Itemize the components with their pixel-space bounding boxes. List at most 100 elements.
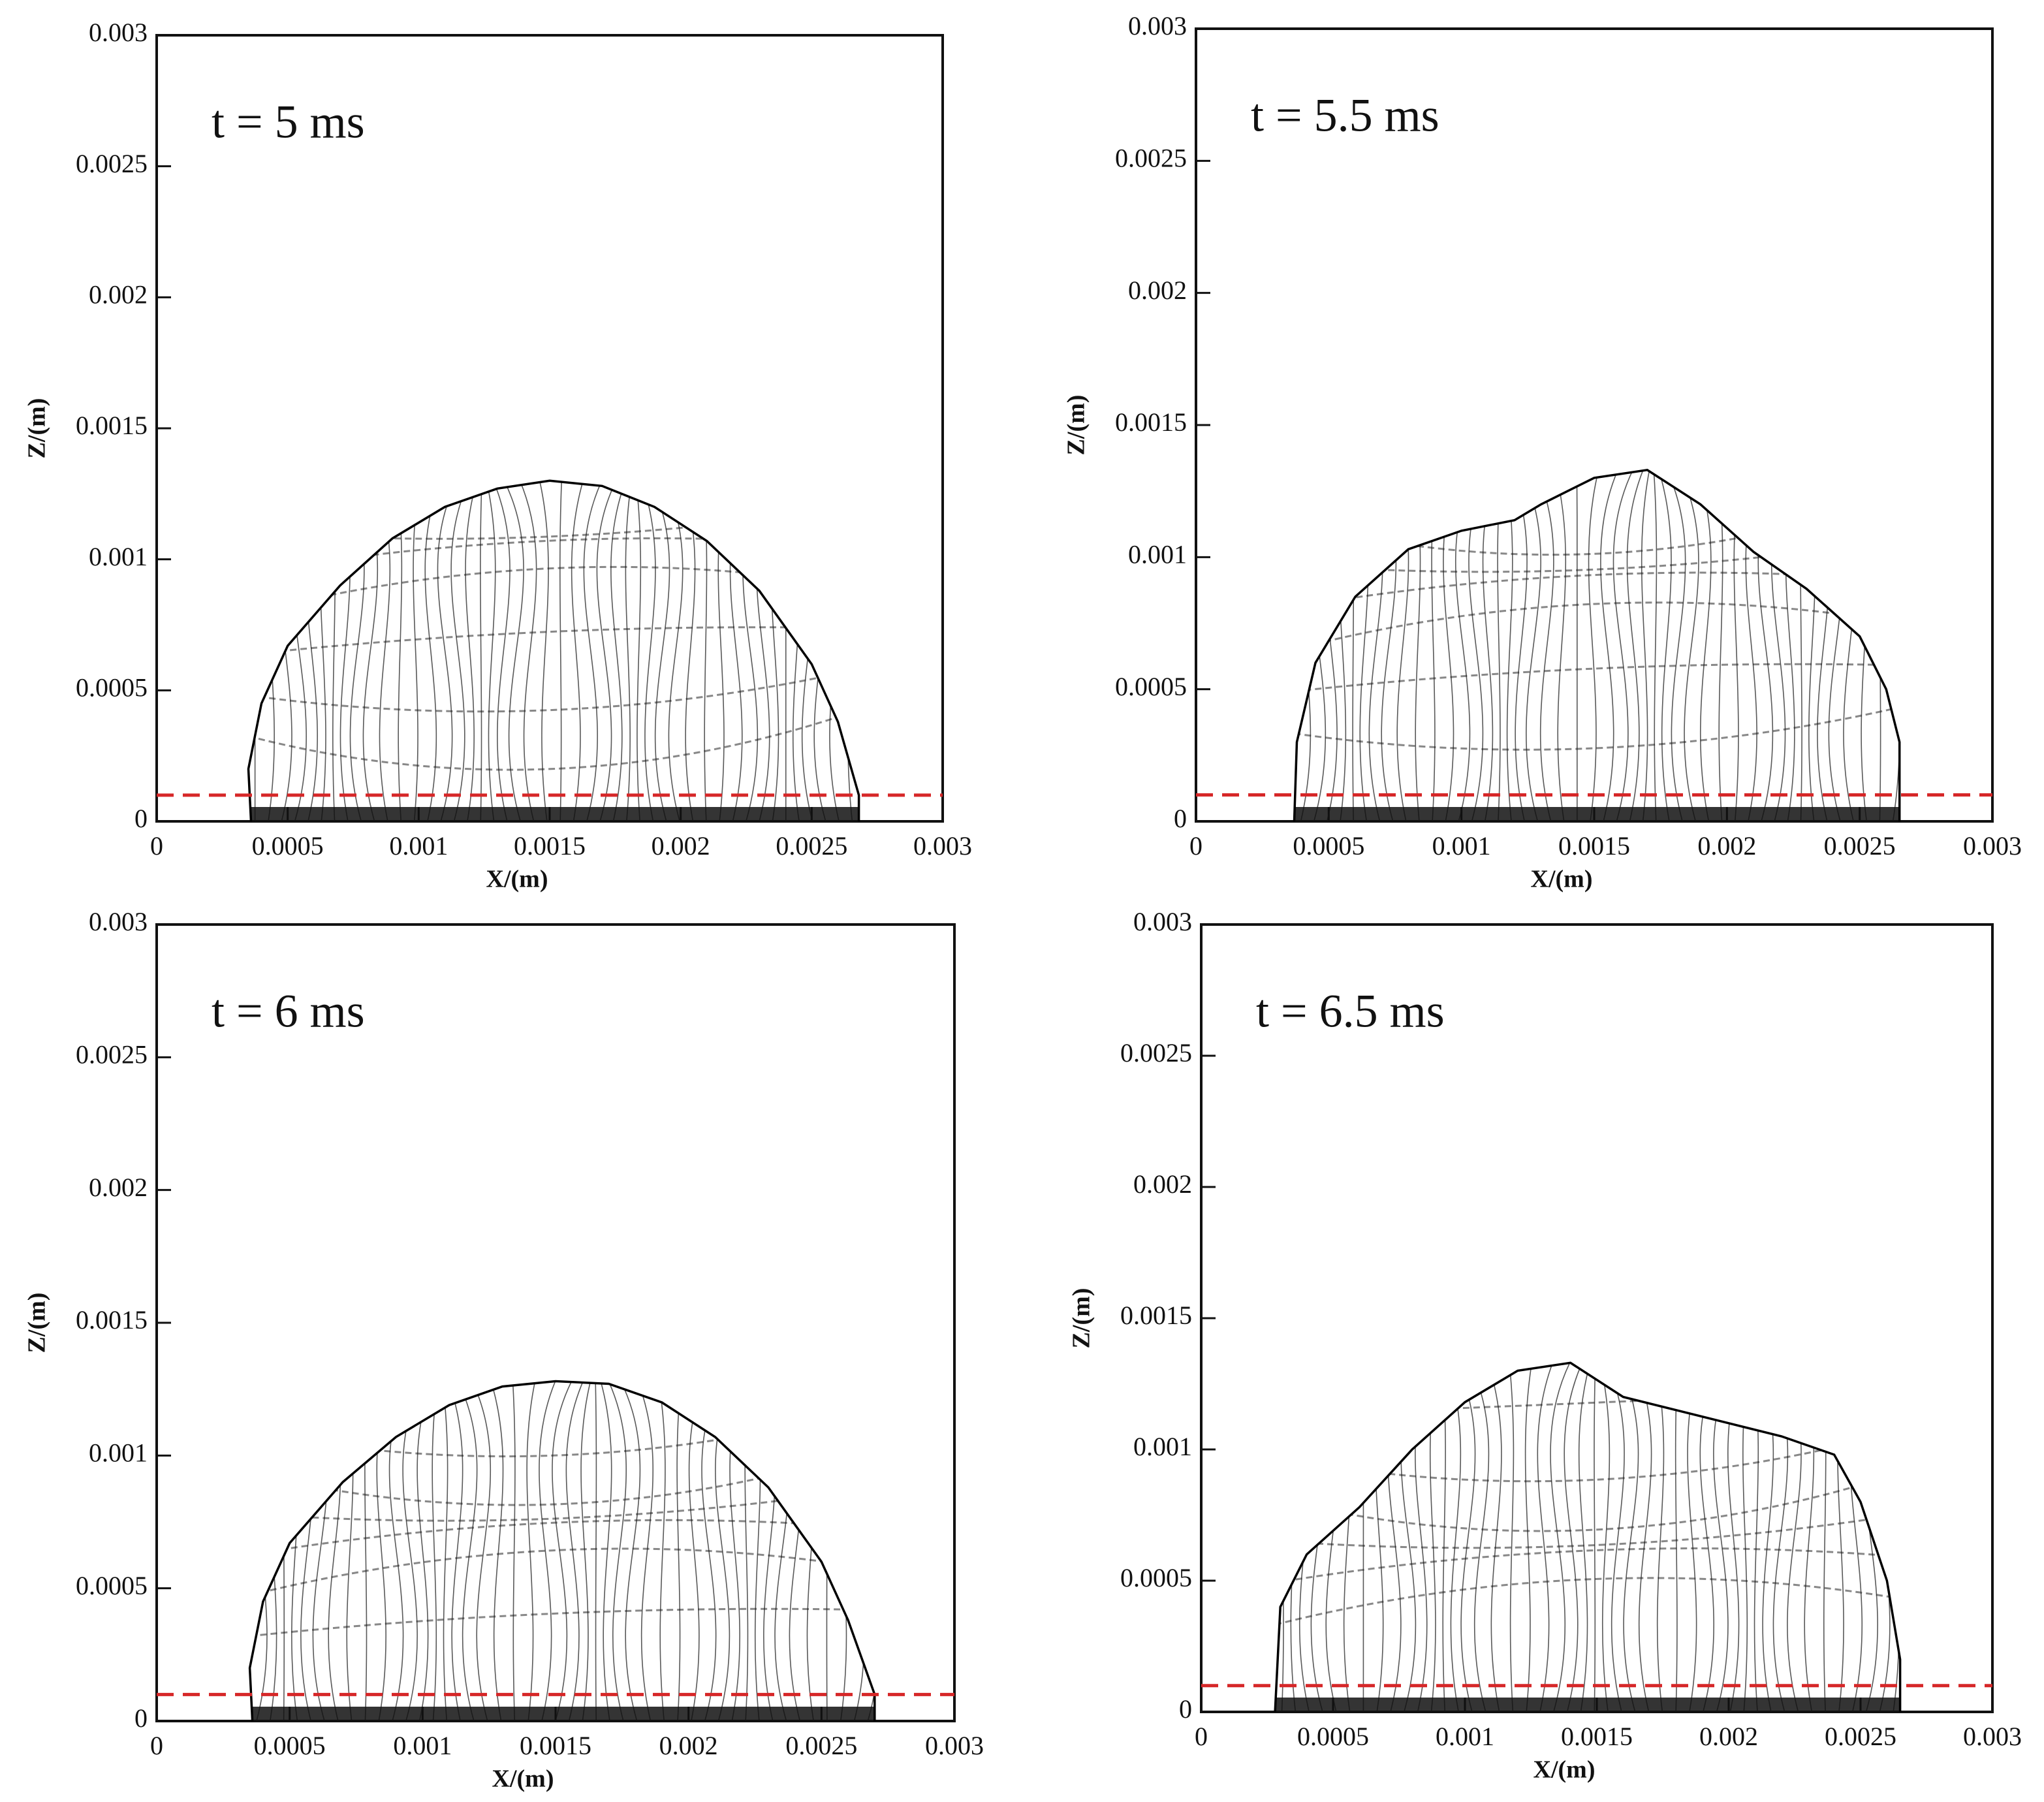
x-tick-label: 0.001: [1432, 831, 1491, 861]
x-tick-label: 0.0005: [254, 1731, 326, 1760]
streamline: [249, 1405, 875, 1458]
streamline: [1497, 469, 1502, 821]
streamline: [571, 481, 586, 821]
x-axis-label: X/(m): [1531, 866, 1593, 893]
streamline: [1445, 1363, 1462, 1712]
panel: 0 0.0005 0.001 0.0015 0.002 0.0025 0.003 0 0.000…: [1063, 11, 2022, 893]
x-tick-label: 0.002: [659, 1731, 718, 1760]
streamline: [1275, 1430, 1900, 1483]
streamline: [744, 1381, 750, 1721]
x-tick-label: 0.001: [389, 831, 448, 861]
streamline: [1694, 469, 1712, 821]
streamline: [1550, 1363, 1574, 1712]
streamline: [864, 1381, 875, 1721]
x-tick-label: 0.003: [1963, 1722, 2022, 1751]
streamline: [1699, 1363, 1722, 1712]
streamline: [1879, 469, 1882, 821]
streamline: [660, 481, 684, 821]
droplet-outline: [1274, 1361, 1902, 1713]
streamline: [1351, 469, 1355, 821]
streamline: [1429, 1363, 1439, 1712]
x-tick-label: 0.002: [1697, 831, 1756, 861]
plot-frame: [1195, 27, 1994, 823]
streamline: [268, 1381, 282, 1721]
streamline: [266, 481, 279, 821]
y-tick-label: 0.0015: [1115, 407, 1187, 437]
streamline: [1615, 1363, 1639, 1712]
streamline: [1294, 537, 1900, 573]
streamline: [1641, 469, 1652, 821]
streamline: [1294, 496, 1900, 556]
streamline: [635, 481, 642, 821]
streamline: [1287, 1363, 1298, 1712]
panel: 0 0.0005 0.001 0.0015 0.002 0.0025 0.003 0 0.000…: [24, 907, 984, 1793]
x-tick-label: 0.0015: [520, 1731, 591, 1760]
streamline: [757, 1381, 776, 1721]
streamline: [1302, 1363, 1327, 1712]
streamline: [437, 481, 461, 821]
y-tick-label: 0.0025: [1115, 144, 1187, 173]
y-tick-label: 0.002: [89, 1173, 148, 1202]
streamline: [552, 1381, 576, 1721]
streamline: [1799, 1363, 1815, 1712]
x-tick-label: 0.0025: [1825, 1722, 1896, 1751]
streamline: [1400, 1363, 1424, 1712]
y-axis-label: Z/(m): [24, 398, 51, 459]
streamline: [715, 1381, 738, 1721]
x-tick-label: 0.0015: [514, 831, 586, 861]
streamline: [717, 481, 728, 821]
droplet-outline: [248, 1380, 876, 1722]
y-tick-label: 0.002: [89, 280, 148, 309]
x-tick-label: 0.002: [652, 831, 710, 861]
streamline: [851, 1381, 872, 1721]
streamline: [1361, 469, 1383, 821]
streamline: [638, 481, 656, 821]
streamline: [500, 481, 524, 821]
y-tick-label: 0.0025: [76, 149, 148, 178]
streamline: [249, 1519, 875, 1556]
streamline: [537, 481, 549, 821]
streamline: [248, 668, 859, 713]
y-tick-label: 0: [134, 804, 148, 833]
panel: 0 0.0005 0.001 0.0015 0.002 0.0025 0.003 0 0.000…: [1068, 907, 2022, 1784]
streamline: [1275, 1513, 1900, 1549]
x-tick-label: 0: [150, 1731, 163, 1760]
streamline: [605, 1381, 627, 1721]
y-tick-label: 0: [1174, 804, 1187, 833]
streamline: [432, 1381, 439, 1721]
panel: 0 0.0005 0.001 0.0015 0.002 0.0025 0.003 0 0.000…: [24, 18, 972, 893]
streamline: [1765, 1363, 1789, 1712]
streamline: [646, 481, 670, 821]
y-tick-label: 0.001: [1133, 1432, 1192, 1461]
streamline: [512, 1381, 516, 1721]
streamline: [441, 1381, 448, 1721]
streamline: [1810, 469, 1831, 821]
streamline: [248, 565, 859, 615]
streamline: [1890, 469, 1900, 821]
streamline: [806, 481, 830, 821]
x-tick-label: 0.0025: [785, 1731, 857, 1760]
y-tick-label: 0.003: [1128, 11, 1187, 40]
x-tick-label: 0.0025: [776, 831, 847, 861]
streamline: [1453, 1363, 1476, 1712]
streamline: [249, 1607, 875, 1637]
y-axis-label: Z/(m): [1063, 395, 1090, 456]
streamline: [1727, 1363, 1746, 1712]
streamline: [1390, 469, 1409, 821]
streamline: [480, 481, 483, 821]
streamline: [1275, 1472, 1900, 1532]
streamline: [450, 481, 473, 821]
streamline: [1757, 469, 1782, 821]
y-tick-label: 0.0005: [76, 673, 148, 703]
streamline: [490, 481, 511, 821]
streamline: [1292, 1363, 1312, 1712]
streamline: [802, 1381, 816, 1721]
streamline: [598, 1381, 612, 1721]
streamline: [373, 481, 391, 821]
y-tick-label: 0.0005: [1120, 1563, 1192, 1592]
streamline: [729, 481, 749, 821]
x-tick-label: 0.003: [913, 831, 972, 861]
streamline: [417, 1381, 435, 1721]
streamline: [1800, 469, 1804, 821]
